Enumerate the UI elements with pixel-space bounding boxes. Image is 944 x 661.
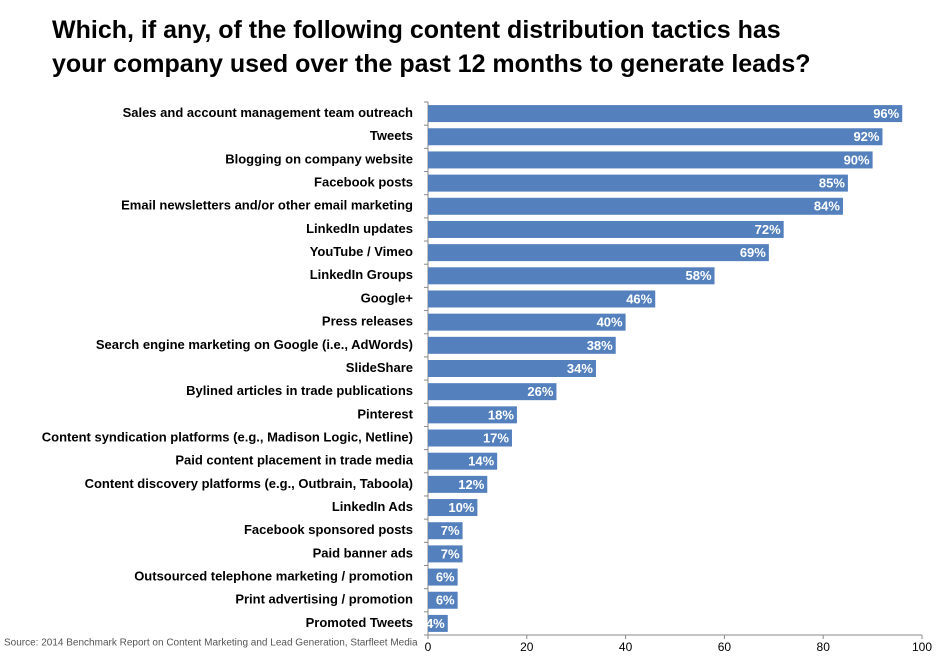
bar [428, 290, 656, 308]
category-label: LinkedIn updates [306, 221, 413, 236]
chart-title: Which, if any, of the following content … [52, 16, 781, 44]
bar [428, 568, 458, 586]
category-label: Google+ [361, 290, 414, 305]
category-label: Pinterest [357, 406, 413, 421]
bar [428, 591, 458, 609]
source-note: Source: 2014 Benchmark Report on Content… [4, 638, 418, 649]
category-label: Search engine marketing on Google (i.e.,… [96, 337, 413, 352]
x-tick-label: 0 [425, 640, 432, 654]
category-label: LinkedIn Ads [332, 499, 413, 514]
value-label: 58% [685, 268, 711, 283]
value-label: 17% [483, 430, 509, 445]
bar [428, 522, 463, 540]
value-label: 14% [468, 454, 494, 469]
bar [428, 128, 883, 146]
bar [428, 475, 488, 493]
category-label: Print advertising / promotion [235, 592, 413, 607]
value-label: 85% [819, 176, 845, 191]
category-label: Content syndication platforms (e.g., Mad… [42, 429, 413, 444]
bar [428, 197, 843, 215]
category-label: Blogging on company website [225, 151, 413, 166]
x-tick-label: 40 [619, 640, 633, 654]
value-label: 12% [458, 477, 484, 492]
value-label: 7% [441, 523, 460, 538]
category-label: Bylined articles in trade publications [186, 383, 413, 398]
value-label: 26% [527, 384, 553, 399]
bar [428, 499, 478, 517]
category-label: Content discovery platforms (e.g., Outbr… [85, 476, 413, 491]
category-label: Paid content placement in trade media [175, 453, 413, 468]
x-tick-label: 20 [520, 640, 534, 654]
bar [428, 220, 784, 238]
value-label: 18% [488, 407, 514, 422]
bar [428, 244, 769, 262]
value-label: 7% [441, 546, 460, 561]
bar [428, 545, 463, 563]
bar [428, 429, 512, 447]
category-label: SlideShare [346, 360, 413, 375]
category-label: Facebook sponsored posts [244, 522, 413, 537]
value-label: 34% [567, 361, 593, 376]
category-label: Paid banner ads [313, 545, 413, 560]
value-label: 10% [448, 500, 474, 515]
category-label: Email newsletters and/or other email mar… [121, 198, 413, 213]
value-label: 92% [853, 129, 879, 144]
bar [428, 383, 557, 401]
bar [428, 151, 873, 169]
chart-title: your company used over the past 12 month… [52, 50, 811, 78]
category-label: Facebook posts [314, 175, 413, 190]
category-label: Tweets [370, 128, 413, 143]
category-label: Outsourced telephone marketing / promoti… [134, 569, 413, 584]
x-tick-label: 60 [718, 640, 732, 654]
bar [428, 406, 517, 424]
value-label: 6% [436, 570, 455, 585]
category-label: Promoted Tweets [306, 615, 413, 630]
bar [428, 452, 498, 470]
category-label: YouTube / Vimeo [310, 244, 413, 259]
bar [428, 336, 616, 354]
x-tick-label: 100 [912, 640, 932, 654]
bar [428, 174, 848, 192]
bar [428, 360, 596, 377]
bar [428, 614, 448, 632]
value-label: 72% [755, 222, 781, 237]
value-label: 46% [626, 291, 652, 306]
value-label: 69% [740, 245, 766, 260]
value-label: 90% [844, 152, 870, 167]
value-label: 38% [587, 338, 613, 353]
x-tick-label: 80 [817, 640, 831, 654]
bar [428, 267, 715, 285]
bar [428, 313, 626, 331]
value-label: 4% [426, 616, 445, 631]
category-label: LinkedIn Groups [310, 267, 413, 282]
bar [428, 105, 903, 123]
value-label: 96% [873, 106, 899, 121]
value-label: 84% [814, 199, 840, 214]
value-label: 40% [597, 315, 623, 330]
category-label: Press releases [322, 314, 413, 329]
value-label: 6% [436, 593, 455, 608]
category-label: Sales and account management team outrea… [123, 105, 413, 120]
